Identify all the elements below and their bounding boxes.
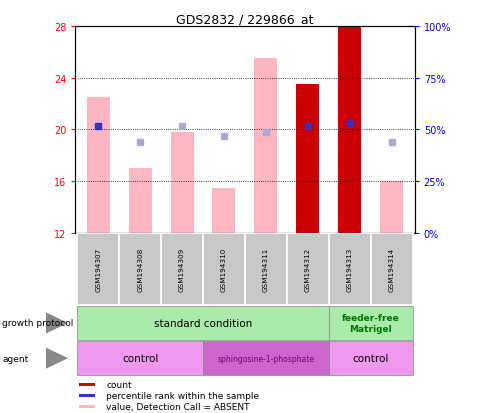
Bar: [128, 169, 151, 233]
Polygon shape: [46, 313, 68, 334]
Text: standard condition: standard condition: [153, 318, 252, 328]
Text: GSM194309: GSM194309: [179, 247, 185, 292]
Text: GSM194314: GSM194314: [388, 247, 394, 292]
Text: GSM194310: GSM194310: [221, 247, 227, 292]
Text: count: count: [106, 380, 132, 389]
Bar: [254, 59, 277, 233]
Text: GSM194311: GSM194311: [262, 247, 268, 292]
Bar: [161, 233, 203, 306]
Title: GDS2832 / 229866_at: GDS2832 / 229866_at: [176, 13, 313, 26]
Polygon shape: [46, 348, 68, 369]
Bar: [244, 233, 286, 306]
Text: percentile rank within the sample: percentile rank within the sample: [106, 391, 259, 400]
Bar: [370, 233, 412, 306]
Bar: [337, 27, 361, 233]
Text: value, Detection Call = ABSENT: value, Detection Call = ABSENT: [106, 402, 249, 411]
Text: control: control: [352, 353, 388, 363]
Text: growth protocol: growth protocol: [2, 319, 74, 328]
Bar: [170, 133, 193, 233]
Bar: [212, 188, 235, 233]
Bar: [203, 342, 328, 375]
Text: sphingosine-1-phosphate: sphingosine-1-phosphate: [217, 354, 314, 363]
Text: GSM194312: GSM194312: [304, 247, 310, 292]
Text: control: control: [121, 353, 158, 363]
Bar: [79, 383, 95, 386]
Bar: [79, 394, 95, 397]
Bar: [119, 233, 161, 306]
Bar: [286, 233, 328, 306]
Bar: [87, 98, 109, 233]
Text: GSM194308: GSM194308: [137, 247, 143, 292]
Text: agent: agent: [2, 354, 29, 363]
Bar: [328, 233, 370, 306]
Bar: [328, 306, 412, 340]
Bar: [296, 85, 318, 233]
Text: feeder-free
Matrigel: feeder-free Matrigel: [341, 313, 399, 333]
Text: GSM194307: GSM194307: [95, 247, 101, 292]
Bar: [379, 182, 402, 233]
Bar: [79, 405, 95, 408]
Bar: [328, 342, 412, 375]
Bar: [77, 306, 328, 340]
Bar: [77, 342, 203, 375]
Text: GSM194313: GSM194313: [346, 247, 352, 292]
Bar: [203, 233, 244, 306]
Bar: [77, 233, 119, 306]
